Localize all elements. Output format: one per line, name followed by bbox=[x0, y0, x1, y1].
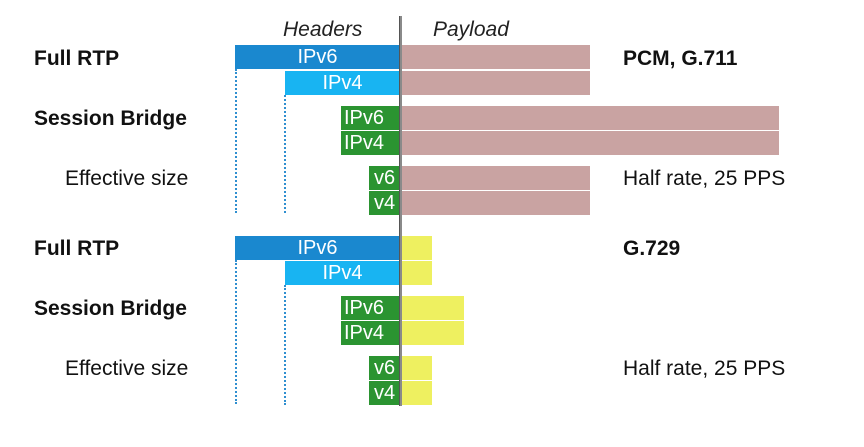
effective-v6-payload-bar bbox=[402, 356, 432, 380]
full-rtp-ipv6-payload-bar bbox=[402, 45, 590, 69]
full-rtp-label: Full RTP bbox=[34, 237, 120, 260]
full-rtp-ipv4-payload-bar bbox=[402, 71, 590, 95]
half-rate-note: Half rate, 25 PPS bbox=[623, 357, 786, 380]
session-bridge-label: Session Bridge bbox=[34, 297, 187, 320]
full-rtp-ipv4-header-bar: IPv4 bbox=[285, 71, 400, 95]
codec-note-g711: PCM, G.711 bbox=[623, 47, 738, 70]
effective-size-label: Effective size bbox=[65, 167, 189, 190]
effective-v4-header-bar: v4 bbox=[369, 191, 400, 215]
effective-v4-header-bar: v4 bbox=[369, 381, 400, 405]
full-rtp-ipv6-header-bar: IPv6 bbox=[235, 236, 400, 260]
full-rtp-ipv4-payload-bar bbox=[402, 261, 432, 285]
effective-v4-payload-bar bbox=[402, 191, 590, 215]
codec-note-g729: G.729 bbox=[623, 237, 681, 260]
session-bridge-ipv4-payload-bar bbox=[402, 321, 464, 345]
session-bridge-ipv6-payload-bar bbox=[402, 296, 464, 320]
full-rtp-ipv4-header-bar: IPv4 bbox=[285, 261, 400, 285]
session-bridge-ipv4-header-bar: IPv4 bbox=[341, 321, 400, 345]
full-rtp-ipv6-payload-bar bbox=[402, 236, 432, 260]
session-bridge-ipv6-header-bar: IPv6 bbox=[341, 296, 400, 320]
header-payload-divider bbox=[399, 16, 402, 406]
effective-v6-payload-bar bbox=[402, 166, 590, 190]
half-rate-note: Half rate, 25 PPS bbox=[623, 167, 786, 190]
ipv4-dotted-guide bbox=[284, 285, 286, 405]
full-rtp-ipv6-header-bar: IPv6 bbox=[235, 45, 400, 69]
effective-size-label: Effective size bbox=[65, 357, 189, 380]
session-bridge-ipv4-payload-bar bbox=[402, 131, 779, 155]
ipv6-dotted-guide bbox=[235, 69, 237, 213]
session-bridge-label: Session Bridge bbox=[34, 107, 187, 130]
session-bridge-ipv6-header-bar: IPv6 bbox=[341, 106, 400, 130]
ipv4-dotted-guide bbox=[284, 95, 286, 213]
ipv6-dotted-guide bbox=[235, 260, 237, 404]
session-bridge-ipv4-header-bar: IPv4 bbox=[341, 131, 400, 155]
payload-column-label: Payload bbox=[433, 18, 509, 41]
effective-v6-header-bar: v6 bbox=[369, 166, 400, 190]
effective-v4-payload-bar bbox=[402, 381, 432, 405]
effective-v6-header-bar: v6 bbox=[369, 356, 400, 380]
headers-column-label: Headers bbox=[283, 18, 363, 41]
session-bridge-ipv6-payload-bar bbox=[402, 106, 779, 130]
full-rtp-label: Full RTP bbox=[34, 47, 120, 70]
